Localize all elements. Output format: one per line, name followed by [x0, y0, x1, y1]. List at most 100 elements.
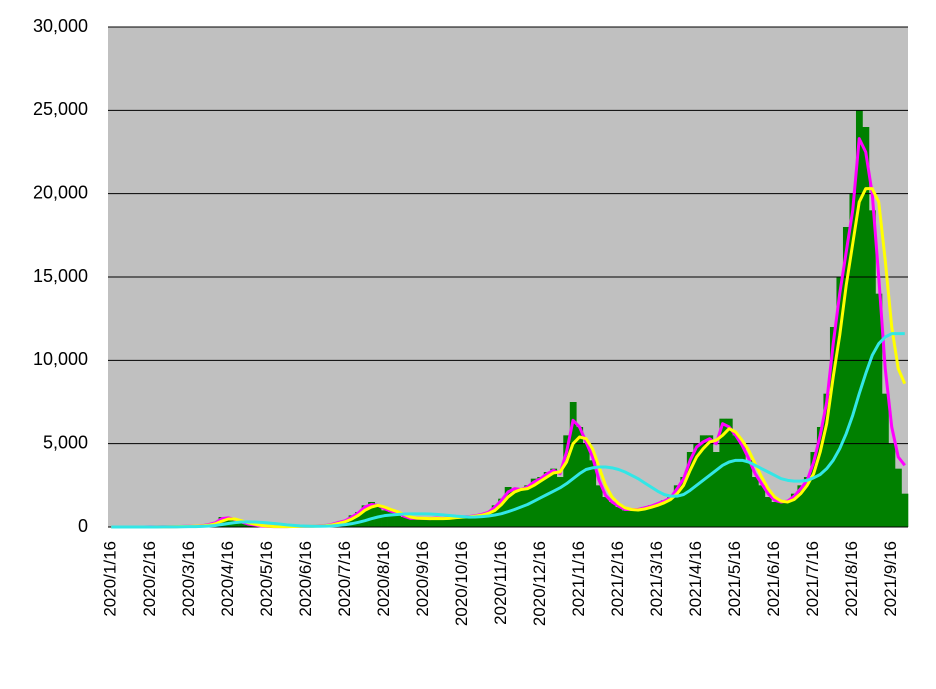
bar [862, 127, 870, 527]
bar [647, 505, 655, 527]
bar [855, 110, 863, 527]
bar [764, 497, 772, 527]
x-tick-label: 2020/3/16 [179, 541, 198, 617]
bar [595, 485, 603, 527]
bar [725, 418, 733, 527]
y-tick-label: 25,000 [33, 99, 88, 119]
bar [836, 277, 844, 527]
bar [667, 497, 675, 527]
y-tick-label: 30,000 [33, 16, 88, 36]
bar [816, 427, 824, 527]
bar [842, 227, 850, 527]
x-tick-label: 2020/11/16 [491, 541, 510, 625]
bar [400, 517, 408, 527]
grid [108, 26, 908, 528]
bar [745, 460, 753, 527]
x-tick-label: 2021/1/16 [569, 541, 588, 617]
bar [433, 517, 441, 527]
bar [569, 402, 577, 527]
line-series [111, 332, 905, 529]
bar [660, 500, 668, 527]
x-tick-label: 2020/1/16 [101, 541, 120, 617]
bar [426, 518, 434, 527]
bar [556, 477, 564, 527]
bar [511, 488, 519, 527]
bar [901, 493, 909, 527]
y-tick-label: 0 [78, 516, 88, 536]
bar [673, 485, 681, 527]
bar [829, 327, 837, 527]
bar [706, 435, 714, 527]
bar [238, 522, 245, 527]
bar [628, 508, 636, 527]
bar [654, 503, 662, 527]
x-tick-label: 2020/8/16 [374, 541, 393, 617]
x-tick-label: 2021/6/16 [764, 541, 783, 617]
bar [472, 515, 480, 527]
x-tick-label: 2020/6/16 [296, 541, 315, 617]
bar [621, 510, 629, 527]
bar [732, 435, 740, 527]
bar [478, 513, 486, 527]
bar [524, 485, 532, 527]
bar [758, 485, 766, 527]
x-tick-label: 2020/9/16 [413, 541, 432, 617]
y-tick-label: 20,000 [33, 182, 88, 202]
bar [738, 443, 746, 527]
x-tick-label: 2020/10/16 [452, 541, 471, 626]
bar [504, 487, 512, 527]
bar [407, 518, 414, 527]
bar [485, 512, 493, 527]
bar [517, 490, 525, 527]
bar [868, 210, 876, 528]
bar [537, 477, 545, 527]
bar [543, 472, 551, 527]
bar [797, 485, 805, 527]
bar [777, 502, 785, 527]
bar [348, 515, 356, 527]
bar [387, 512, 395, 527]
bar [361, 505, 369, 527]
bar [823, 393, 831, 527]
bar [680, 477, 688, 527]
bar [881, 393, 889, 527]
bar [894, 468, 902, 527]
bar [465, 517, 473, 527]
bar [355, 512, 362, 527]
y-tick-label: 10,000 [33, 349, 88, 369]
x-tick-label: 2020/5/16 [257, 541, 276, 617]
bar [641, 507, 649, 527]
x-tick-label: 2021/4/16 [686, 541, 705, 617]
bar [530, 478, 538, 527]
bar [420, 518, 427, 527]
x-tick-label: 2021/3/16 [647, 541, 666, 617]
y-tick-label: 15,000 [33, 266, 88, 286]
x-tick-label: 2021/7/16 [803, 541, 822, 617]
bar [784, 500, 792, 527]
bar [602, 497, 610, 527]
x-tick-label: 2021/8/16 [842, 541, 861, 617]
bar [439, 518, 447, 527]
bar [368, 502, 375, 527]
bar [563, 435, 571, 527]
x-tick-label: 2021/2/16 [608, 541, 627, 617]
bar [446, 517, 454, 527]
bar [452, 517, 460, 527]
bar [381, 510, 388, 527]
bar [459, 517, 467, 527]
x-tick-label: 2021/5/16 [725, 541, 744, 617]
bar [244, 524, 252, 527]
bar [576, 427, 584, 527]
bar [582, 443, 590, 527]
bar [803, 477, 811, 527]
bar [589, 460, 597, 527]
bar [790, 493, 798, 527]
bar [634, 510, 642, 527]
bar [810, 452, 818, 527]
bar [615, 507, 623, 527]
bar [719, 418, 727, 527]
bar [394, 513, 401, 527]
bar [875, 293, 883, 527]
x-tick-label: 2021/9/16 [881, 541, 900, 617]
